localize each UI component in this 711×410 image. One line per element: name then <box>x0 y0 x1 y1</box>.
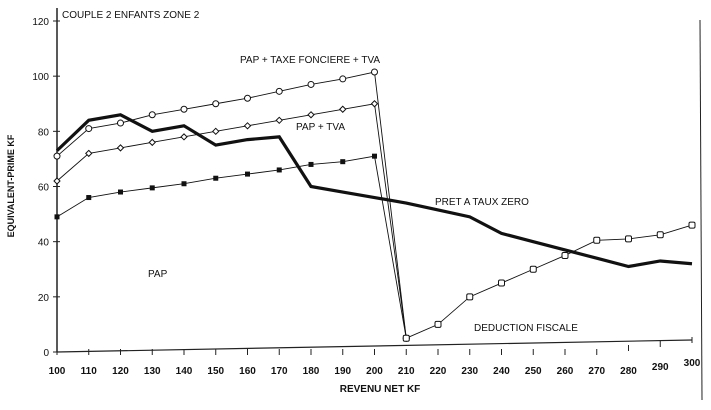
data-point <box>243 122 252 130</box>
x-tick-label: 110 <box>81 366 98 377</box>
data-point <box>372 153 377 159</box>
data-point <box>181 181 187 187</box>
x-tick-label: 220 <box>430 366 447 377</box>
data-point <box>561 251 569 259</box>
y-tick-label: 120 <box>32 17 49 28</box>
series-line-4 <box>406 224 693 339</box>
legend-label-pap-tf-tva: PAP + TAXE FONCIERE + TVA <box>240 55 380 66</box>
data-point <box>656 231 664 239</box>
data-point <box>339 105 347 113</box>
border-line <box>699 19 703 401</box>
data-point <box>466 293 474 301</box>
x-tick-label: 170 <box>271 366 288 377</box>
legend-label-pap-tva: PAP + TVA <box>296 122 345 133</box>
x-tick-label: 270 <box>588 366 605 377</box>
x-tick-label: 260 <box>557 366 574 377</box>
data-point <box>117 119 124 127</box>
data-point <box>180 105 188 113</box>
data-point <box>148 111 156 119</box>
x-tick-label: 140 <box>176 366 193 377</box>
y-tick-label: 80 <box>38 127 50 138</box>
y-tick-label: 60 <box>38 183 50 194</box>
y-tick-label: 40 <box>38 238 50 249</box>
x-tick-label: 240 <box>493 366 510 377</box>
x-tick-label: 250 <box>525 366 542 377</box>
data-point <box>116 144 125 152</box>
data-point <box>688 221 696 229</box>
data-point <box>275 87 283 95</box>
y-tick-label: 100 <box>32 72 49 83</box>
data-point <box>244 94 251 102</box>
x-axis-line <box>56 339 693 353</box>
data-point <box>53 177 61 185</box>
data-point <box>212 127 220 136</box>
y-axis-label: EQUIVALENT-PRIME KF <box>6 134 16 237</box>
data-point <box>340 159 346 165</box>
x-tick-label: 160 <box>239 366 256 377</box>
data-point <box>148 138 156 147</box>
x-tick-label: 230 <box>461 366 478 377</box>
data-point <box>402 334 410 342</box>
data-point <box>434 320 442 328</box>
data-point <box>85 149 93 158</box>
chart-title: COUPLE 2 ENFANTS ZONE 2 <box>62 10 200 21</box>
x-tick-label: 190 <box>334 366 351 377</box>
x-tick-label: 200 <box>366 366 383 377</box>
data-point <box>308 161 314 167</box>
x-tick-label: 290 <box>652 362 669 373</box>
data-point <box>245 171 250 177</box>
series-line-0 <box>56 71 407 339</box>
x-tick-label: 210 <box>398 366 415 377</box>
data-point <box>307 111 315 119</box>
data-point <box>370 100 379 108</box>
y-tick-label: 0 <box>43 348 49 359</box>
labels: COUPLE 2 ENFANTS ZONE 2 REVENU NET KF EQ… <box>6 10 578 395</box>
data-point <box>118 189 123 195</box>
data-point <box>275 116 283 125</box>
data-point <box>371 68 378 76</box>
legend-label-deduction: DEDUCTION FISCALE <box>474 323 578 334</box>
series-line-1 <box>56 103 407 339</box>
series-group <box>53 68 696 342</box>
data-point <box>54 214 60 220</box>
data-point <box>212 100 220 108</box>
data-point <box>213 175 219 181</box>
legend-label-pap: PAP <box>148 269 168 280</box>
data-point <box>149 185 155 191</box>
axes: 0 20 40 60 80 100 120 100 110 120 130 140 150 160 170 1… <box>32 8 703 401</box>
data-point <box>593 236 601 244</box>
x-tick-label: 130 <box>144 366 161 377</box>
x-axis-label: REVENU NET KF <box>340 384 421 395</box>
data-point <box>307 80 315 88</box>
y-tick-label: 20 <box>38 293 50 304</box>
x-tick-label: 180 <box>303 366 320 377</box>
data-point <box>180 133 188 141</box>
data-point <box>498 279 505 287</box>
x-tick-label: 150 <box>207 366 224 377</box>
data-point <box>529 265 537 273</box>
legend-label-ptz: PRET A TAUX ZERO <box>435 197 529 208</box>
x-tick-label: 300 <box>684 358 701 369</box>
x-tick-label: 120 <box>112 366 129 377</box>
data-point <box>625 235 632 243</box>
data-point <box>339 75 347 83</box>
data-point <box>276 167 282 173</box>
data-point <box>85 125 93 133</box>
series-line-3 <box>55 113 693 269</box>
data-point <box>86 195 92 201</box>
data-point <box>53 152 61 160</box>
series-line-2 <box>56 155 407 339</box>
x-tick-label: 100 <box>49 366 66 377</box>
x-tick-label: 280 <box>620 366 637 377</box>
